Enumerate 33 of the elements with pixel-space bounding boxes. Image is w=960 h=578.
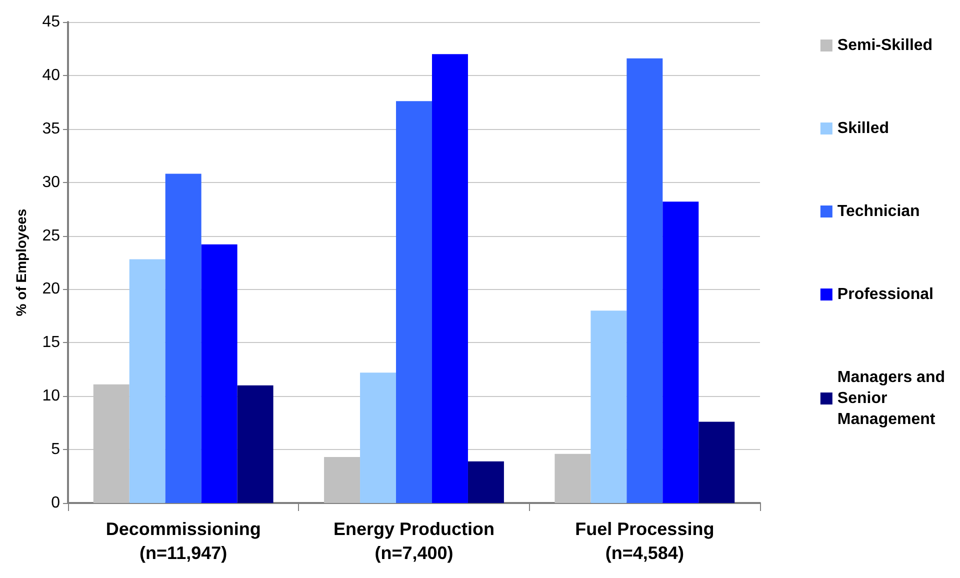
x-tick-label: Decommissioning (n=11,947) bbox=[106, 519, 261, 563]
y-tick-label: 10 bbox=[42, 388, 60, 405]
x-tick-label: Fuel Processing (n=4,584) bbox=[575, 519, 714, 563]
y-tick-label: 35 bbox=[42, 120, 60, 138]
y-tick-label: 30 bbox=[42, 174, 60, 191]
legend-label: Managers and Senior Management bbox=[837, 369, 946, 428]
legend-label: Semi-Skilled bbox=[837, 37, 933, 54]
bar bbox=[396, 101, 432, 503]
legend-label: Professional bbox=[837, 286, 934, 303]
bar bbox=[360, 372, 396, 503]
bar bbox=[201, 244, 238, 503]
bar bbox=[165, 174, 202, 503]
y-tick-label: 5 bbox=[51, 441, 60, 458]
bar bbox=[468, 461, 504, 503]
bar bbox=[237, 385, 274, 503]
bar bbox=[590, 310, 627, 503]
bar bbox=[324, 457, 360, 503]
bar bbox=[662, 202, 699, 503]
y-tick-label: 15 bbox=[42, 334, 60, 352]
y-tick-label: 0 bbox=[51, 494, 60, 512]
legend-label: Technician bbox=[837, 203, 920, 220]
y-tick-label: 40 bbox=[42, 66, 60, 84]
y-tick-label: 20 bbox=[42, 280, 60, 298]
x-tick-label: Energy Production (n=7,400) bbox=[333, 519, 495, 563]
bar bbox=[698, 422, 735, 503]
bar bbox=[432, 54, 468, 503]
bar bbox=[626, 58, 663, 503]
y-axis-title: % of Employees bbox=[13, 208, 29, 316]
bar bbox=[554, 454, 591, 503]
y-tick-label: 45 bbox=[42, 14, 60, 30]
y-tick-label: 25 bbox=[42, 227, 60, 244]
bar bbox=[129, 259, 166, 503]
legend-label: Skilled bbox=[837, 120, 889, 137]
